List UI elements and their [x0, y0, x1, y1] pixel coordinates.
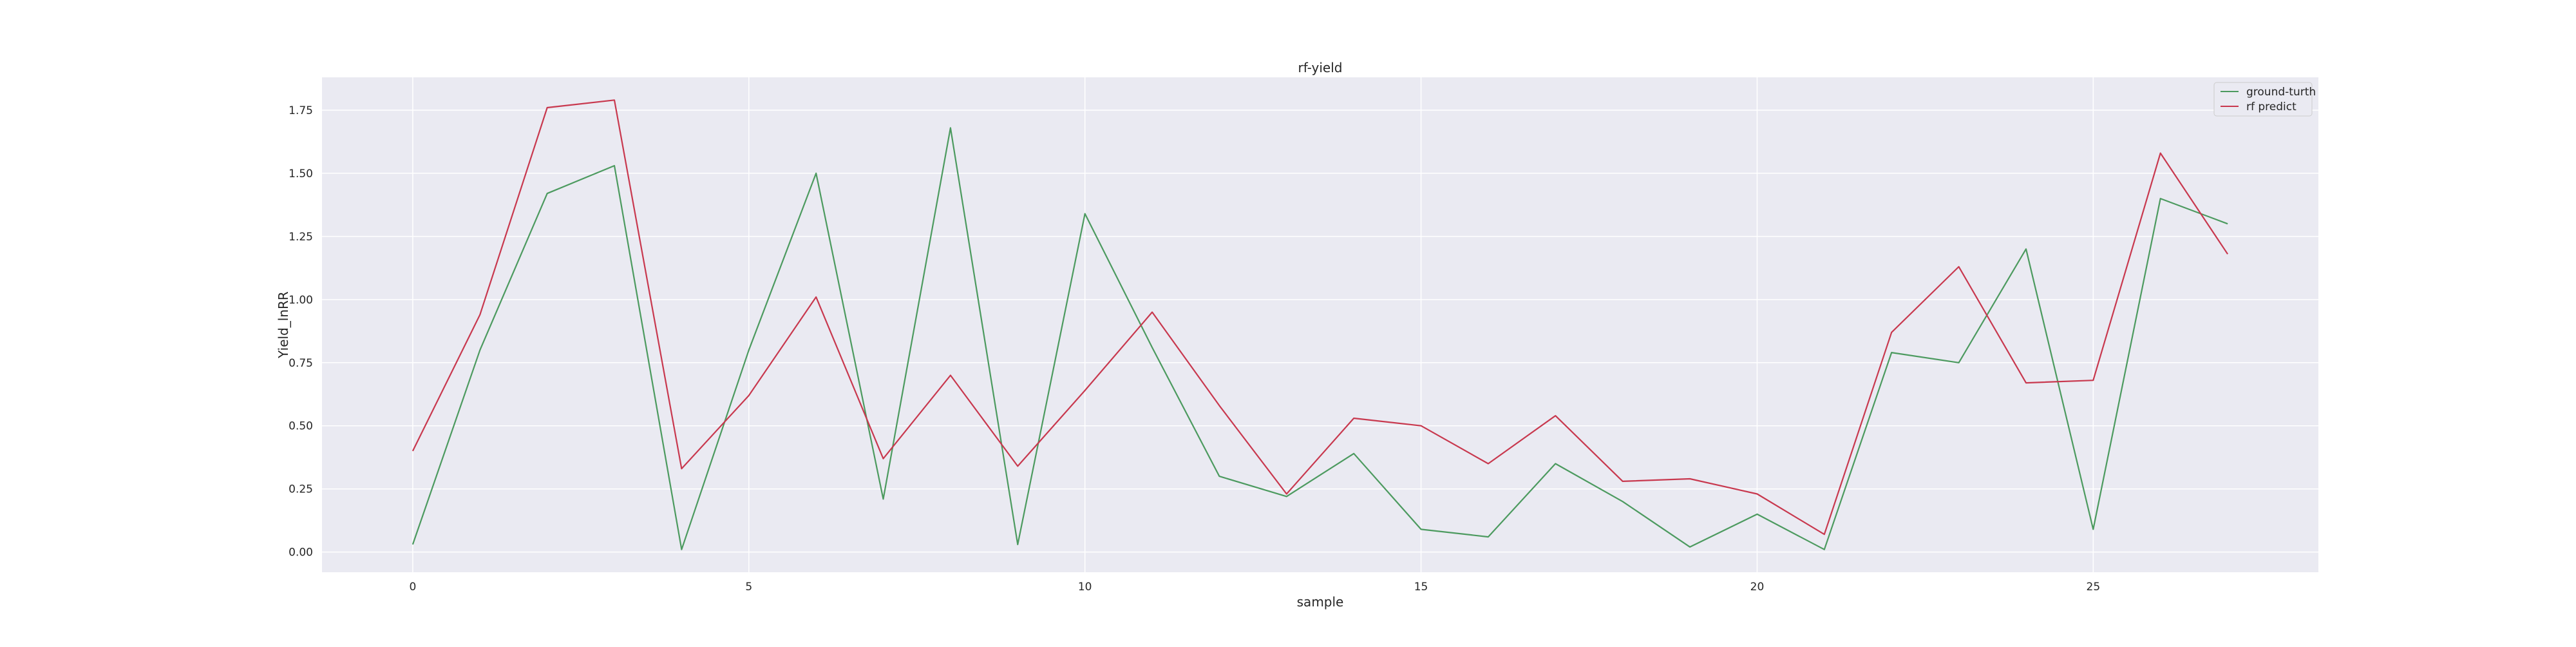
- legend-label-rf-predict: rf predict: [2246, 101, 2297, 113]
- x-tick-label: 10: [1078, 581, 1092, 594]
- series-line-ground-turth: [412, 127, 2228, 550]
- y-tick-label: 0.75: [289, 357, 313, 370]
- series-lines: [412, 99, 2229, 550]
- y-tick-label: 1.00: [289, 294, 313, 307]
- y-tick-label: 1.50: [289, 168, 313, 180]
- tick-labels: 0 5 10 15 20 25 0.00 0.25 0.50 0.75 1.00 1.25 1.50 1.…: [289, 104, 2100, 594]
- y-tick-label: 0.25: [289, 483, 313, 496]
- legend: ground-turth rf predict: [2213, 82, 2316, 117]
- y-tick-label: 0.00: [289, 546, 313, 559]
- series-line-rf-predict: [412, 99, 2229, 536]
- x-tick-label: 15: [1414, 581, 1428, 594]
- x-tick-label: 20: [1750, 581, 1765, 594]
- y-axis-label: Yield_lnRR: [276, 291, 291, 359]
- x-tick-label: 25: [2087, 581, 2101, 594]
- y-tick-label: 1.75: [289, 104, 313, 117]
- x-tick-label: 0: [409, 581, 416, 594]
- x-axis-label: sample: [1297, 594, 1344, 610]
- plot-area: [322, 77, 2318, 572]
- x-tick-label: 5: [745, 581, 752, 594]
- grid-lines: [322, 77, 2318, 572]
- y-tick-label: 1.25: [289, 231, 313, 244]
- chart-title: rf-yield: [1298, 60, 1343, 75]
- y-tick-label: 0.50: [289, 420, 313, 433]
- legend-label-ground-turth: ground-turth: [2246, 86, 2316, 99]
